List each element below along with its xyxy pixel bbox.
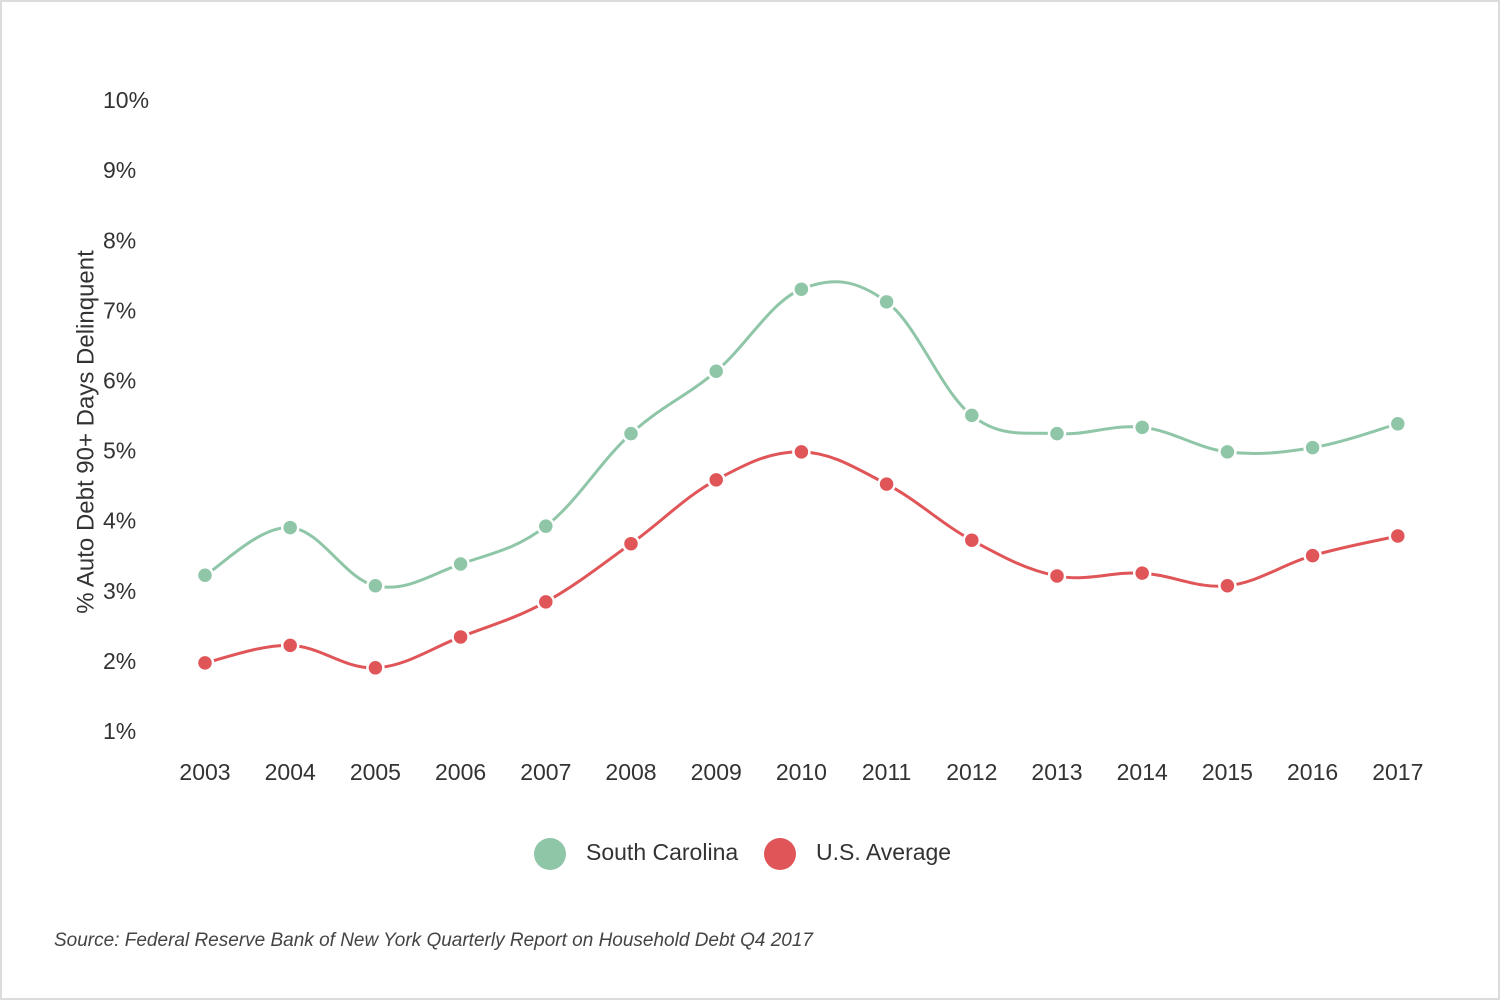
data-point [621,534,641,553]
y-tick-label: 3% [103,578,136,604]
data-point [451,554,470,574]
x-axis-ticks: 2003 2004 2005 2006 2007 2008 2009 2010 2011 2012… [179,759,1423,785]
data-point [1303,438,1322,457]
x-tick-label: 2005 [350,759,401,785]
x-tick-label: 2011 [862,759,911,785]
data-point [877,474,896,494]
x-tick-label: 2006 [435,759,486,785]
y-axis-label: % Auto Debt 90+ Days Delinquent [72,250,99,614]
data-point [621,424,641,443]
data-point [962,530,982,550]
data-point [1218,576,1237,596]
legend-label: U.S. Average [816,839,951,865]
x-tick-label: 2015 [1202,759,1253,785]
y-tick-label: 9% [103,157,136,183]
y-tick-label: 8% [103,227,136,253]
data-point [706,470,726,490]
data-point [706,361,726,381]
y-tick-label: 10% [103,87,149,113]
data-point [1218,442,1237,462]
data-point [877,292,896,312]
series-lines [204,280,1399,670]
x-tick-label: 2008 [605,759,656,785]
data-point [1047,424,1067,443]
data-point [366,576,385,596]
y-axis-ticks: 10% 9% 8% 7% 6% 5% 4% 3% 2% 1% [103,87,149,744]
source-note: Source: Federal Reserve Bank of New York… [54,930,813,951]
series-line-1 [204,450,1399,670]
data-point [962,406,982,425]
data-point [366,658,385,678]
legend-marker [764,838,796,870]
data-point [280,636,300,655]
data-point [536,592,556,612]
series-line-0 [204,280,1399,589]
data-point [280,518,300,537]
data-point [1388,526,1408,546]
data-point [1303,546,1322,565]
legend-marker [534,838,566,870]
data-point [1388,414,1408,434]
y-tick-label: 7% [103,297,136,323]
y-tick-label: 2% [103,648,136,674]
data-point [1132,563,1152,583]
data-point [451,627,470,647]
x-tick-label: 2003 [179,759,230,785]
legend-label: South Carolina [586,839,738,865]
x-tick-label: 2017 [1372,759,1423,785]
x-tick-label: 2009 [691,759,742,785]
data-point [195,566,215,585]
data-point [536,516,556,536]
series-points [195,279,1408,678]
data-point [195,653,215,673]
x-tick-label: 2010 [776,759,827,785]
data-point [792,279,811,299]
data-point [1132,418,1152,437]
x-tick-label: 2014 [1117,759,1168,785]
x-tick-label: 2016 [1287,759,1338,785]
x-tick-label: 2013 [1031,759,1082,785]
y-tick-label: 6% [103,368,136,394]
x-tick-label: 2012 [946,759,997,785]
y-tick-label: 1% [103,718,136,744]
data-point [1047,566,1067,586]
x-tick-label: 2004 [265,759,316,785]
x-tick-label: 2007 [520,759,571,785]
legend: South Carolina U.S. Average [534,838,951,870]
y-tick-label: 5% [103,438,136,464]
y-tick-label: 4% [103,508,136,534]
data-point [792,442,811,462]
